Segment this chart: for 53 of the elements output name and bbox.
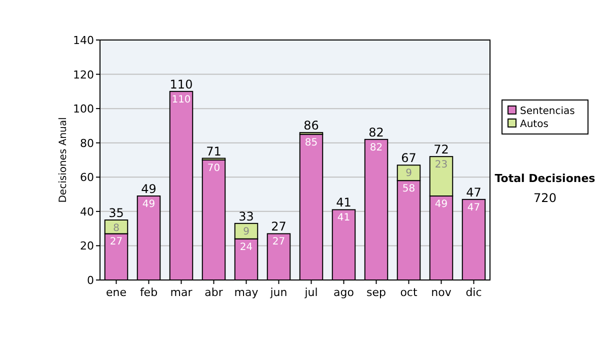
text: 720 — [534, 191, 556, 205]
data-label: 27 — [110, 236, 123, 248]
total-label: 49 — [141, 182, 156, 196]
data-label: 24 — [240, 242, 253, 253]
x-tick-label: sep — [366, 286, 386, 299]
data-label: 23 — [434, 160, 448, 171]
data-label: 49 — [142, 199, 156, 210]
x-tick-label: jun — [269, 286, 288, 299]
data-label: 70 — [207, 163, 220, 174]
y-axis-title: Decisiones Anual — [58, 117, 69, 203]
y-tick-label: 20 — [80, 240, 94, 253]
total-label: 35 — [108, 206, 124, 220]
y-tick-label: 140 — [73, 34, 94, 47]
y-tick-label: 0 — [87, 274, 94, 287]
data-label: 8 — [113, 223, 120, 234]
x-tick-label: abr — [204, 286, 224, 299]
data-label: 49 — [434, 199, 448, 210]
y-tick-label: 80 — [80, 136, 94, 150]
total-label: 86 — [304, 118, 319, 133]
x-tick-label: oct — [400, 286, 418, 299]
total-label: 72 — [434, 142, 449, 157]
x-tick-label: feb — [140, 286, 158, 299]
x-tick-label: nov — [431, 286, 452, 299]
total-label: 82 — [368, 125, 384, 140]
total-label: 33 — [238, 209, 254, 224]
total-label: 41 — [336, 196, 352, 210]
x-tick-label: ago — [334, 286, 354, 299]
data-label: 27 — [272, 236, 286, 248]
data-label: 82 — [370, 142, 383, 154]
total-label: 71 — [206, 144, 222, 158]
text: Total Decisiones — [494, 172, 596, 185]
data-label: 9 — [243, 226, 250, 238]
data-label: 85 — [304, 137, 318, 148]
data-label: 41 — [337, 212, 350, 224]
legend-label: Sentencias — [520, 106, 575, 117]
x-tick-label: may — [234, 286, 259, 299]
x-tick-label: dic — [466, 286, 482, 299]
y-tick-label: 120 — [73, 68, 94, 82]
total-label: 67 — [401, 151, 416, 166]
y-tick-label: 60 — [80, 171, 94, 184]
data-label: 9 — [406, 168, 412, 180]
data-label: 47 — [467, 202, 480, 214]
total-label: 47 — [466, 185, 482, 200]
data-label: 110 — [172, 94, 191, 106]
total-label: 27 — [271, 220, 286, 234]
y-tick-label: 100 — [73, 102, 94, 116]
x-tick-label: jul — [304, 286, 318, 299]
legend-label: Autos — [520, 119, 548, 130]
x-tick-label: ene — [106, 286, 127, 299]
total-label: 110 — [170, 77, 193, 92]
y-tick-label: 40 — [80, 205, 94, 218]
x-tick-label: mar — [170, 286, 193, 299]
data-label: 58 — [402, 184, 416, 195]
